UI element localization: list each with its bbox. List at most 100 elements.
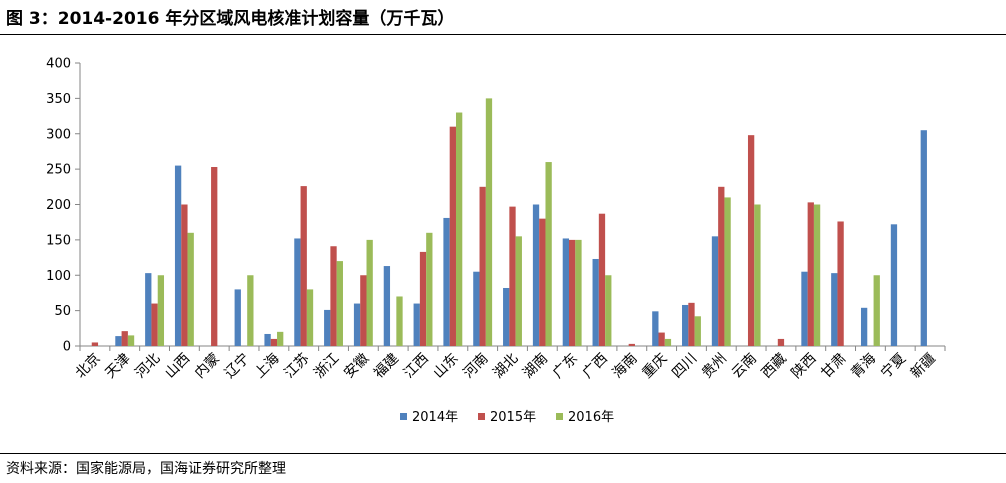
x-tick-label: 天津 — [102, 351, 133, 382]
bar-2016年-上海 — [277, 331, 284, 346]
bar-2015年-广西 — [598, 213, 606, 346]
y-tick-label: 0 — [63, 340, 71, 355]
bar-2016年-广西 — [605, 275, 612, 346]
bar-2015年-江苏 — [300, 186, 307, 346]
x-tick-label: 北京 — [73, 351, 104, 382]
x-tick-label: 湖南 — [520, 351, 551, 382]
x-tick-label: 重庆 — [639, 351, 670, 382]
bar-2015年-陕西 — [807, 202, 814, 346]
bar-2014年-辽宁 — [234, 289, 241, 346]
bar-2014年-江西 — [413, 303, 420, 346]
legend-swatch — [478, 413, 485, 420]
bar-2016年-云南 — [754, 204, 761, 346]
x-tick-label: 广西 — [580, 351, 611, 382]
bar-2015年-湖北 — [509, 206, 516, 346]
bar-2016年-四川 — [694, 316, 701, 346]
bar-2014年-陕西 — [801, 271, 808, 346]
x-tick-label: 安徽 — [341, 351, 372, 382]
figure-title: 图 3：2014-2016 年分区域风电核准计划容量（万千瓦） — [6, 9, 455, 29]
bar-2014年-浙江 — [324, 309, 331, 346]
bar-2015年-山西 — [181, 204, 188, 346]
bar-2015年-北京 — [91, 342, 99, 346]
x-tick-label: 甘肃 — [818, 351, 849, 382]
bar-2015年-上海 — [270, 338, 278, 346]
bar-2014年-宁夏 — [890, 224, 898, 346]
legend-swatch — [400, 413, 407, 420]
x-tick-label: 内蒙 — [192, 351, 223, 382]
bar-2016年-贵州 — [724, 197, 731, 346]
x-tick-label: 福建 — [371, 351, 402, 382]
bar-2015年-天津 — [121, 331, 128, 346]
bar-2014年-贵州 — [711, 236, 719, 346]
top-rule — [0, 34, 1006, 35]
bar-2016年-湖南 — [545, 162, 552, 346]
bar-2015年-贵州 — [718, 186, 725, 346]
bar-2015年-河南 — [479, 186, 486, 346]
bar-2016年-湖北 — [515, 236, 522, 346]
y-tick-label: 150 — [46, 233, 71, 248]
legend-label: 2014年 — [412, 410, 458, 425]
x-tick-label: 江西 — [401, 351, 432, 382]
bar-2015年-安徽 — [360, 275, 367, 346]
bar-2014年-山西 — [174, 165, 182, 346]
bar-2016年-山西 — [187, 232, 194, 346]
bar-2014年-广西 — [592, 258, 599, 346]
bar-2016年-安徽 — [366, 239, 373, 347]
bar-2015年-河北 — [151, 303, 158, 346]
x-tick-label: 山西 — [162, 351, 193, 382]
x-tick-label: 辽宁 — [221, 350, 253, 382]
y-tick-label: 50 — [54, 304, 71, 319]
bar-2014年-湖南 — [532, 204, 540, 346]
bar-2015年-浙江 — [330, 246, 337, 346]
bar-2014年-江苏 — [294, 238, 301, 346]
bar-2014年-广东 — [562, 238, 570, 346]
x-tick-label: 四川 — [669, 351, 700, 382]
bar-2015年-山东 — [449, 126, 456, 346]
source-note: 资料来源：国家能源局，国海证券研究所整理 — [6, 461, 286, 477]
x-tick-label: 海南 — [610, 351, 641, 382]
x-tick-label: 新疆 — [908, 351, 939, 382]
x-tick-label: 云南 — [729, 351, 760, 382]
bar-2014年-天津 — [115, 336, 122, 346]
bar-2016年-河南 — [485, 98, 493, 347]
x-tick-label: 山东 — [431, 351, 462, 382]
x-tick-label: 河北 — [132, 351, 163, 382]
bar-2016年-河北 — [157, 275, 165, 346]
x-tick-label: 陕西 — [788, 351, 819, 382]
x-tick-label: 河南 — [460, 351, 491, 382]
x-tick-label: 湖北 — [490, 351, 521, 382]
y-tick-label: 200 — [46, 198, 71, 213]
bar-2016年-江西 — [426, 232, 433, 346]
y-tick-label: 100 — [46, 269, 71, 284]
x-tick-label: 西藏 — [759, 351, 790, 382]
bar-2016年-青海 — [873, 275, 880, 346]
legend-swatch — [556, 413, 563, 420]
bar-2016年-天津 — [127, 335, 135, 346]
y-tick-label: 250 — [46, 163, 71, 178]
bar-2016年-陕西 — [813, 204, 821, 346]
bar-2014年-山东 — [443, 217, 450, 346]
bar-2014年-湖北 — [503, 287, 510, 346]
y-tick-label: 300 — [46, 127, 71, 142]
bar-2015年-内蒙 — [211, 167, 218, 346]
x-tick-label: 贵州 — [699, 351, 730, 382]
x-tick-label: 上海 — [252, 351, 283, 382]
bar-2015年-云南 — [747, 135, 755, 346]
bar-2015年-甘肃 — [837, 221, 844, 346]
bar-chart: 0 50 100 150 200 250 300 350 400 北京天津河北山西内蒙辽宁上海江苏… — [46, 57, 946, 425]
bar-2015年-广东 — [569, 239, 576, 347]
bar-2016年-福建 — [396, 296, 403, 346]
x-tick-label: 浙江 — [311, 351, 342, 382]
x-tick-label: 宁夏 — [877, 350, 909, 382]
bar-2016年-重庆 — [664, 338, 672, 346]
bar-2015年-海南 — [628, 343, 635, 346]
bar-2014年-四川 — [682, 304, 689, 346]
bar-2015年-西藏 — [777, 338, 785, 346]
bar-2014年-河北 — [145, 273, 152, 346]
bottom-rule — [0, 453, 1006, 454]
bar-2016年-广东 — [575, 239, 582, 347]
bar-2015年-重庆 — [658, 332, 665, 346]
legend-label: 2015年 — [490, 410, 536, 425]
bar-2016年-辽宁 — [247, 275, 254, 346]
bar-2014年-新疆 — [920, 130, 927, 346]
